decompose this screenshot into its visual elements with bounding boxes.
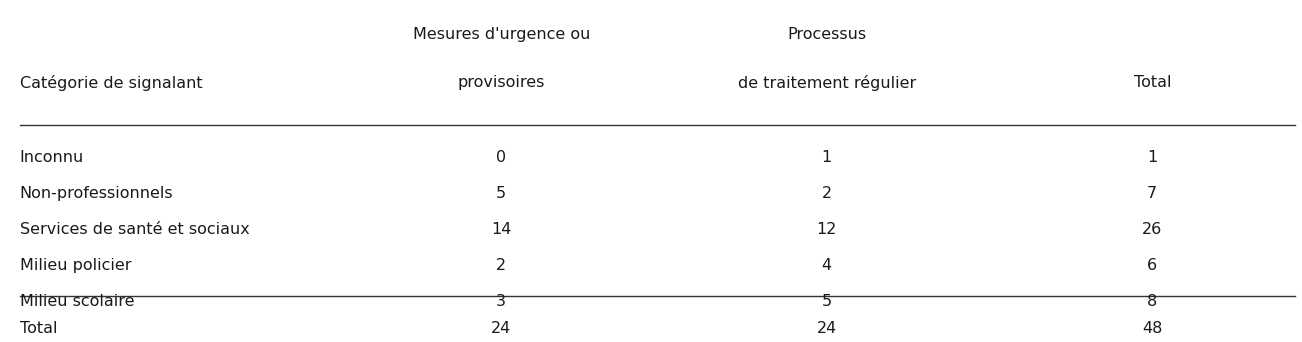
Text: Inconnu: Inconnu	[20, 150, 83, 166]
Text: 7: 7	[1147, 186, 1157, 201]
Text: 2: 2	[822, 186, 832, 201]
Text: 0: 0	[496, 150, 506, 166]
Text: 26: 26	[1142, 222, 1163, 237]
Text: Catégorie de signalant: Catégorie de signalant	[20, 75, 202, 91]
Text: 6: 6	[1147, 258, 1157, 273]
Text: de traitement régulier: de traitement régulier	[738, 75, 915, 91]
Text: Services de santé et sociaux: Services de santé et sociaux	[20, 222, 249, 237]
Text: 12: 12	[816, 222, 837, 237]
Text: 2: 2	[496, 258, 506, 273]
Text: Processus: Processus	[788, 27, 866, 42]
Text: Total: Total	[20, 321, 57, 337]
Text: 3: 3	[496, 294, 506, 309]
Text: Non-professionnels: Non-professionnels	[20, 186, 173, 201]
Text: Total: Total	[1134, 75, 1170, 90]
Text: Milieu policier: Milieu policier	[20, 258, 132, 273]
Text: 5: 5	[496, 186, 506, 201]
Text: 8: 8	[1147, 294, 1157, 309]
Text: Milieu scolaire: Milieu scolaire	[20, 294, 134, 309]
Text: 5: 5	[822, 294, 832, 309]
Text: 1: 1	[822, 150, 832, 166]
Text: 24: 24	[816, 321, 837, 337]
Text: Mesures d'urgence ou: Mesures d'urgence ou	[413, 27, 590, 42]
Text: 48: 48	[1142, 321, 1163, 337]
Text: 24: 24	[491, 321, 512, 337]
Text: provisoires: provisoires	[457, 75, 546, 90]
Text: 14: 14	[491, 222, 512, 237]
Text: 4: 4	[822, 258, 832, 273]
Text: 1: 1	[1147, 150, 1157, 166]
